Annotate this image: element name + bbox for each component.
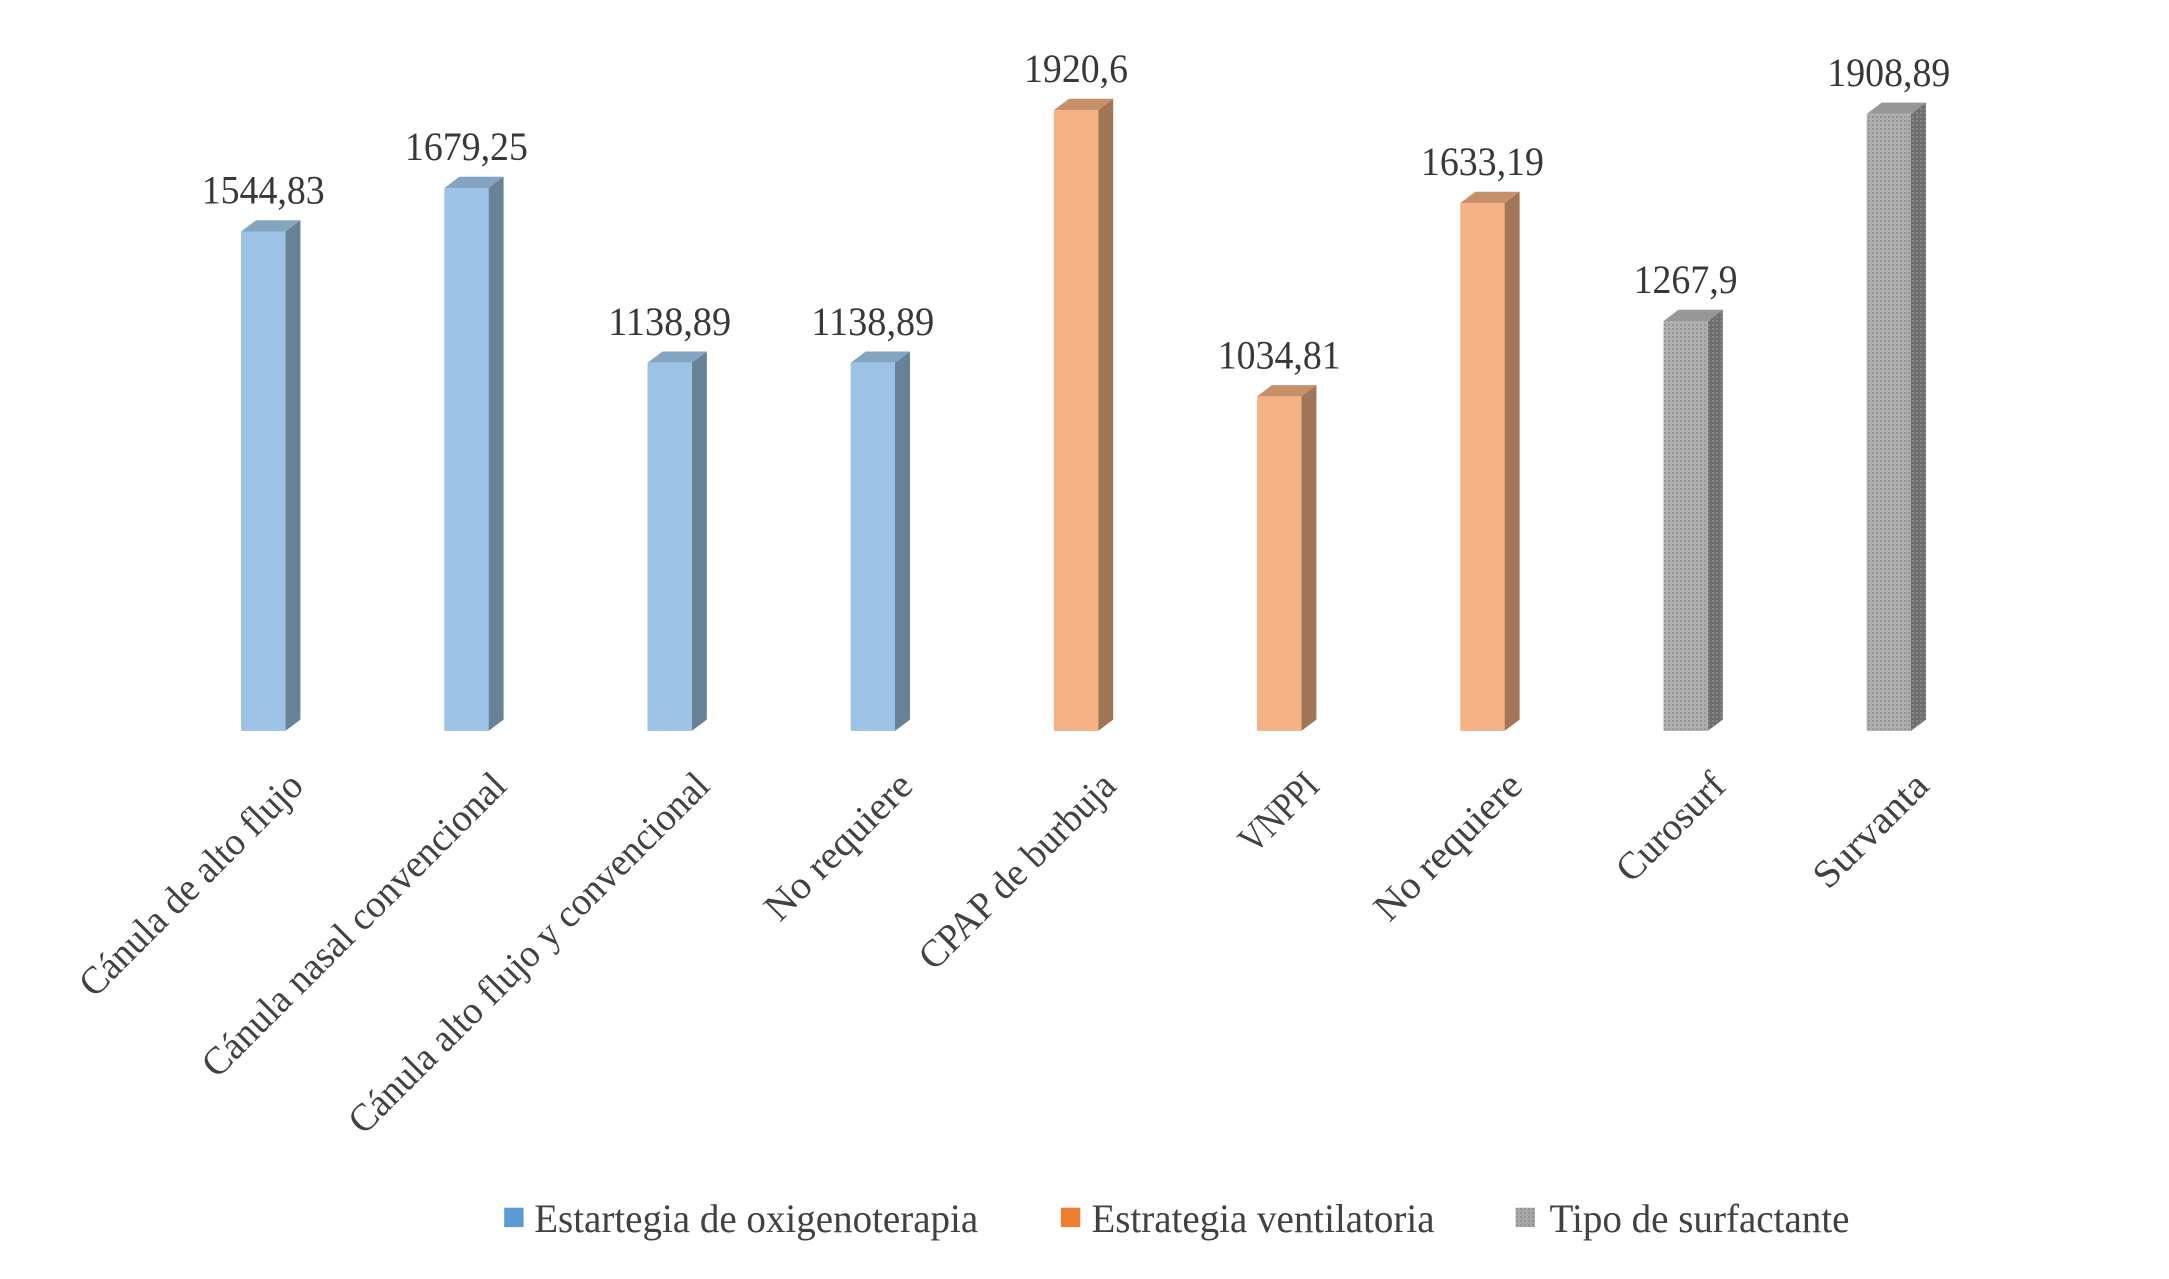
svg-text:Estrategia ventilatoria: Estrategia ventilatoria [1092,1196,1435,1241]
svg-text:1138,89: 1138,89 [811,299,934,344]
svg-text:1267,9: 1267,9 [1634,257,1738,302]
svg-text:1034,81: 1034,81 [1218,332,1341,377]
svg-text:1920,6: 1920,6 [1024,46,1128,91]
svg-text:Tipo de surfactante: Tipo de surfactante [1550,1196,1850,1241]
svg-text:1679,25: 1679,25 [405,124,528,169]
svg-text:1138,89: 1138,89 [608,299,731,344]
svg-text:Estartegia de oxigenoterapia: Estartegia de oxigenoterapia [534,1196,978,1241]
svg-text:1544,83: 1544,83 [202,168,325,213]
svg-text:1908,89: 1908,89 [1827,50,1950,95]
svg-text:1633,19: 1633,19 [1421,139,1544,184]
